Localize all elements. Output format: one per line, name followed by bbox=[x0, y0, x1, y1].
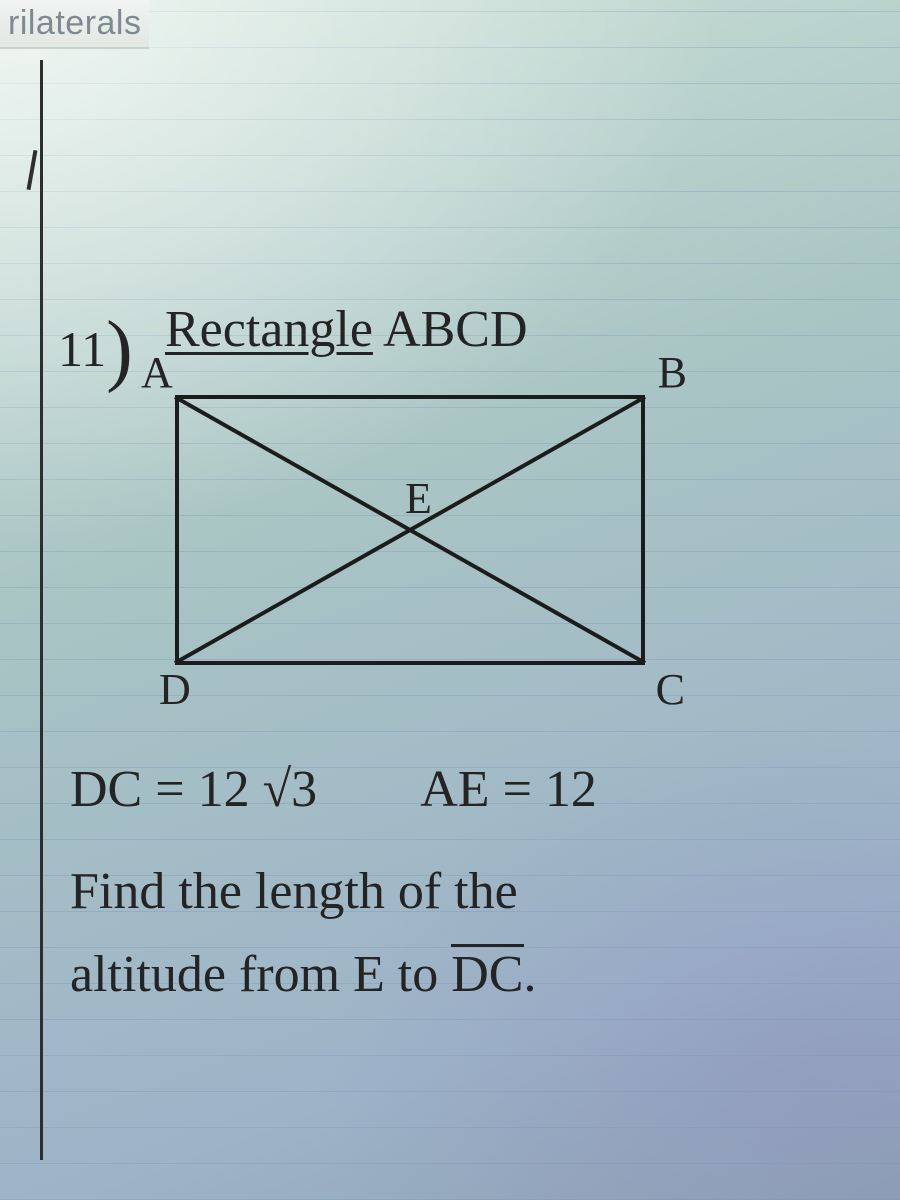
problem-number-text: 11 bbox=[58, 321, 106, 377]
segment-dc: DC bbox=[451, 944, 523, 1001]
given-ae: AE = 12 bbox=[420, 761, 597, 818]
question-line2-prefix: altitude from E to bbox=[70, 946, 451, 1003]
vertex-label-a: A bbox=[141, 347, 173, 398]
problem-title-underlined: Rectangle bbox=[165, 301, 373, 358]
problem-title: Rectangle ABCD bbox=[165, 300, 528, 359]
paper-surface: 11) Rectangle ABCD A B C D E DC = 12 √3 … bbox=[0, 0, 900, 1200]
given-values: DC = 12 √3 AE = 12 bbox=[70, 760, 597, 819]
problem-title-rest: ABCD bbox=[373, 301, 528, 358]
margin-rule bbox=[40, 60, 43, 1160]
problem-number: 11) bbox=[58, 295, 133, 386]
rectangle-diagram: A B C D E bbox=[175, 395, 645, 665]
question-line2-suffix: . bbox=[524, 946, 537, 1003]
vertex-label-b: B bbox=[658, 347, 687, 398]
margin-tick-mark bbox=[27, 150, 38, 190]
question-line1: Find the length of the bbox=[70, 863, 518, 920]
vertex-label-c: C bbox=[656, 664, 685, 715]
vertex-label-e: E bbox=[405, 473, 432, 524]
problem-number-paren: ) bbox=[106, 305, 133, 396]
given-dc: DC = 12 √3 bbox=[70, 761, 317, 818]
question-text: Find the length of the altitude from E t… bbox=[70, 850, 870, 1016]
vertex-label-d: D bbox=[159, 664, 191, 715]
